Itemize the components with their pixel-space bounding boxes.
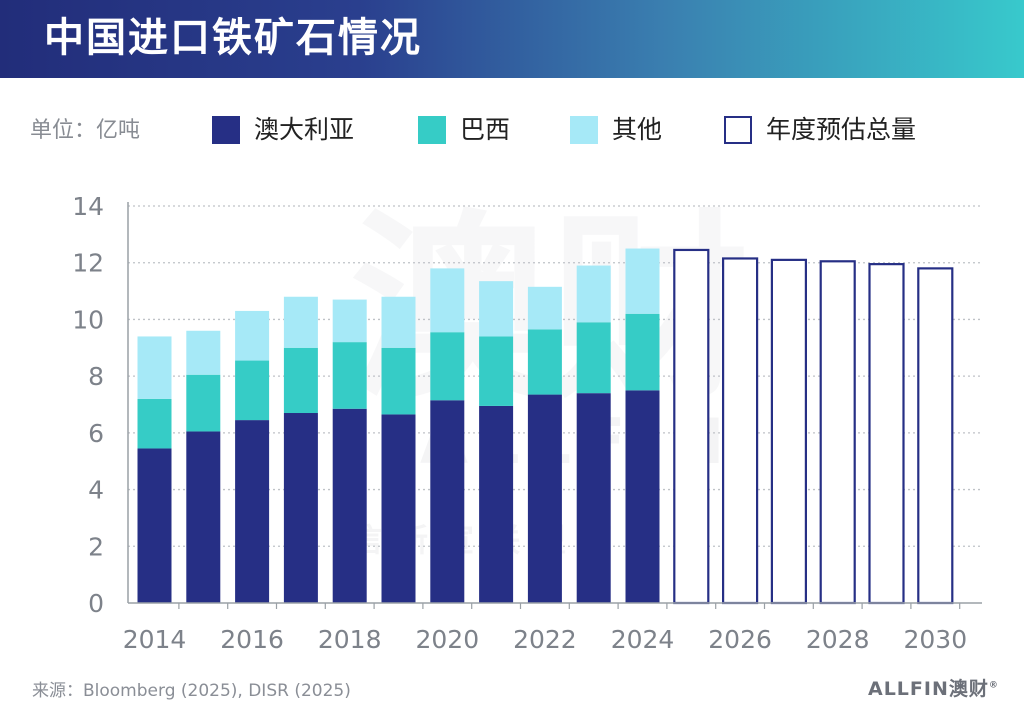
- legend-swatch-forecast: [724, 116, 752, 144]
- legend-label-brazil: 巴西: [460, 115, 511, 144]
- y-tick-label-4: 4: [88, 476, 104, 505]
- x-tick-label-2018: 2018: [318, 625, 382, 654]
- bar-australia-2020: [430, 400, 465, 603]
- x-tick-label-2024: 2024: [611, 625, 675, 654]
- x-tick-label-2014: 2014: [123, 625, 187, 654]
- bar-brazil-2021: [479, 336, 514, 406]
- x-tick-label-2028: 2028: [806, 625, 870, 654]
- y-tick-label-6: 6: [88, 419, 104, 448]
- bar-other-2021: [479, 281, 514, 337]
- x-tick-label-2026: 2026: [708, 625, 772, 654]
- bar-brazil-2018: [332, 342, 367, 409]
- brand-logo-mark: ®: [988, 680, 999, 691]
- bar-brazil-2016: [235, 360, 270, 421]
- bar-brazil-2022: [527, 329, 562, 395]
- bar-other-2023: [576, 265, 611, 323]
- bar-forecast-2028: [819, 260, 856, 605]
- legend-label-forecast: 年度预估总量: [766, 115, 917, 144]
- bar-australia-2024: [625, 390, 660, 603]
- bar-australia-2015: [186, 431, 221, 603]
- bar-other-2016: [235, 310, 270, 361]
- x-tick-label-2016: 2016: [220, 625, 284, 654]
- y-tick-label-10: 10: [72, 305, 104, 334]
- source-note: 来源：Bloomberg (2025), DISR (2025): [32, 681, 351, 701]
- title-bar: 中国进口铁矿石情况: [0, 0, 1024, 78]
- y-tick-label-14: 14: [72, 192, 104, 221]
- bar-other-2019: [381, 296, 416, 348]
- bar-australia-2016: [235, 420, 270, 603]
- y-tick-label-0: 0: [88, 589, 104, 618]
- brand-logo: ALLFIN澳财®: [868, 674, 999, 701]
- bar-brazil-2024: [625, 313, 660, 391]
- bar-forecast-2029: [868, 263, 905, 605]
- bar-brazil-2014: [137, 398, 172, 449]
- bar-australia-2017: [283, 413, 318, 603]
- bar-australia-2022: [527, 394, 562, 603]
- bar-other-2017: [283, 296, 318, 348]
- bar-australia-2023: [576, 393, 611, 603]
- bar-other-2015: [186, 330, 221, 375]
- bar-australia-2014: [137, 448, 172, 603]
- x-tick-label-2030: 2030: [903, 625, 967, 654]
- bar-other-2022: [527, 286, 562, 330]
- bar-other-2020: [430, 268, 465, 333]
- legend-label-australia: 澳大利亚: [254, 115, 355, 144]
- unit-label: 单位：亿吨: [30, 118, 141, 143]
- y-tick-label-2: 2: [88, 532, 104, 561]
- bar-australia-2018: [332, 408, 367, 603]
- legend-swatch-brazil: [418, 116, 446, 144]
- bar-brazil-2017: [283, 347, 318, 414]
- bar-brazil-2020: [430, 332, 465, 401]
- bars: [137, 248, 954, 605]
- bar-forecast-2026: [721, 257, 759, 605]
- axes: 0 2 4 6 8 10 12 14 2014 2016 2018 2020 2022 2024 2026 2…: [72, 192, 982, 654]
- bar-australia-2021: [479, 405, 514, 603]
- legend-swatch-other: [570, 116, 598, 144]
- legend-swatch-australia: [212, 116, 240, 144]
- y-tick-label-12: 12: [72, 249, 104, 278]
- bar-australia-2019: [381, 414, 416, 603]
- y-tick-label-8: 8: [88, 362, 104, 391]
- brand-logo-text: ALLFIN澳财: [868, 678, 989, 700]
- bar-forecast-2030: [917, 267, 954, 605]
- bar-brazil-2019: [381, 347, 416, 415]
- bar-other-2024: [625, 248, 660, 314]
- x-tick-label-2020: 2020: [415, 625, 479, 654]
- bar-brazil-2023: [576, 322, 611, 394]
- legend-label-other: 其他: [612, 115, 663, 144]
- bar-other-2018: [332, 299, 367, 343]
- bar-forecast-2025: [673, 248, 710, 605]
- bar-other-2014: [137, 336, 172, 399]
- x-tick-label-2022: 2022: [513, 625, 577, 654]
- bar-brazil-2015: [186, 374, 221, 432]
- bar-forecast-2027: [770, 258, 808, 605]
- page-title: 中国进口铁矿石情况: [44, 15, 422, 61]
